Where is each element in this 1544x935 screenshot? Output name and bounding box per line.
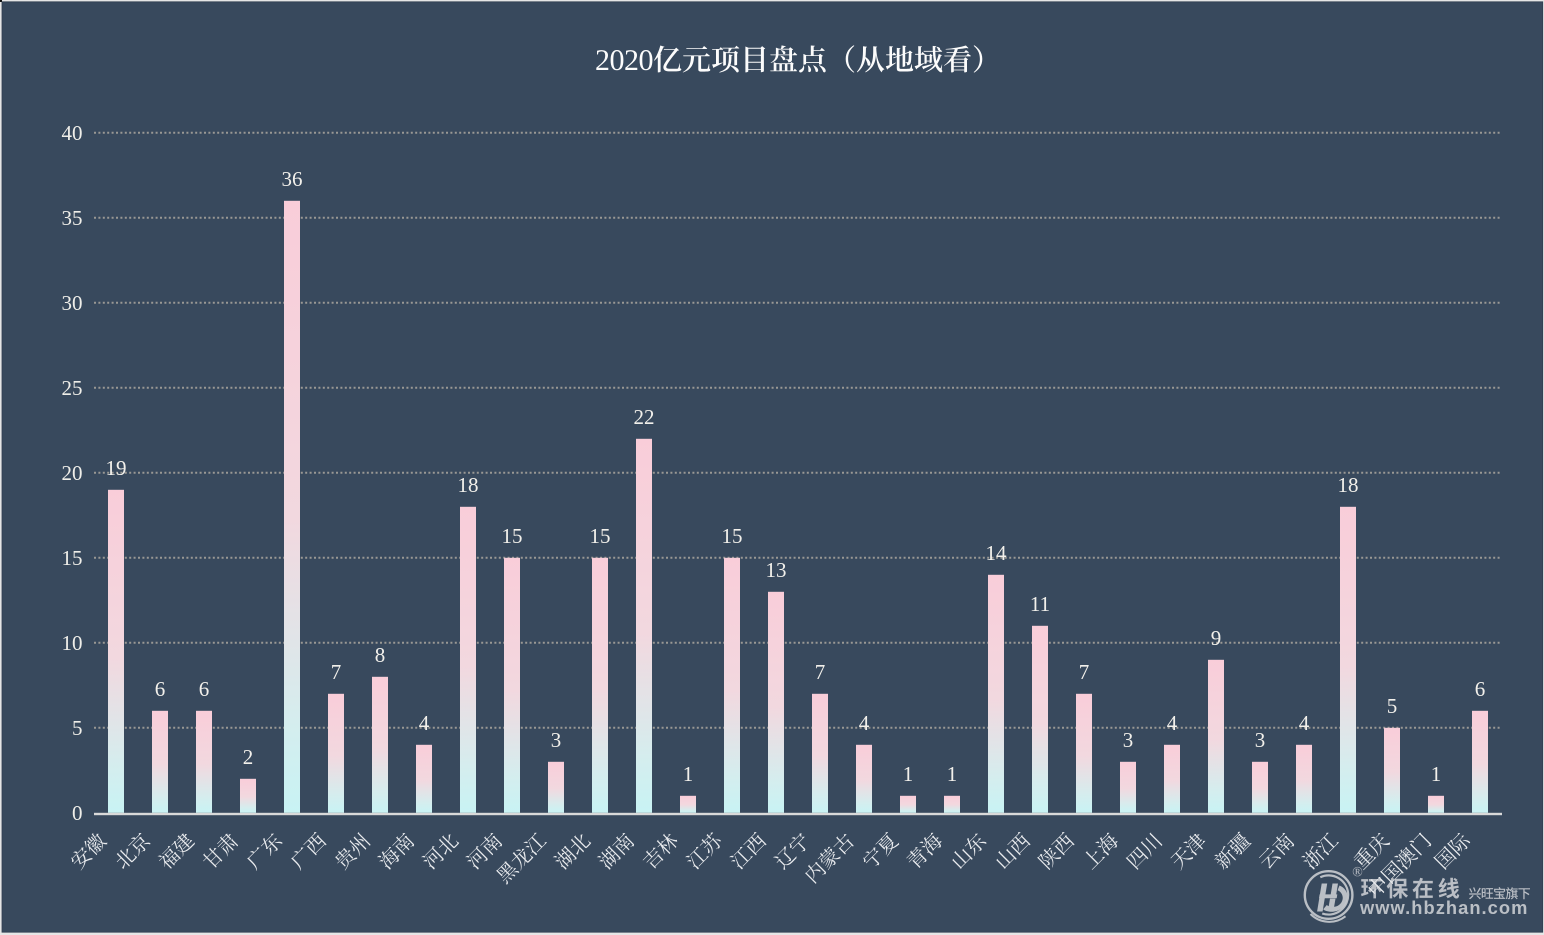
- svg-text:4: 4: [1167, 711, 1178, 735]
- svg-text:18: 18: [458, 473, 479, 497]
- svg-text:15: 15: [502, 524, 523, 548]
- svg-text:www.hbzhan.com: www.hbzhan.com: [1359, 897, 1528, 918]
- svg-text:4: 4: [419, 711, 430, 735]
- svg-text:2: 2: [243, 745, 254, 769]
- svg-text:7: 7: [1079, 660, 1090, 684]
- svg-text:18: 18: [1338, 473, 1359, 497]
- svg-text:6: 6: [1475, 677, 1486, 701]
- svg-text:1: 1: [1431, 762, 1442, 786]
- svg-text:7: 7: [331, 660, 342, 684]
- svg-text:15: 15: [722, 524, 743, 548]
- svg-text:3: 3: [551, 728, 562, 752]
- svg-text:5: 5: [1387, 694, 1398, 718]
- svg-text:22: 22: [634, 405, 655, 429]
- svg-text:36: 36: [282, 167, 303, 191]
- svg-text:35: 35: [62, 206, 83, 230]
- svg-text:15: 15: [590, 524, 611, 548]
- svg-text:20: 20: [62, 461, 83, 485]
- svg-text:7: 7: [815, 660, 826, 684]
- svg-text:1: 1: [683, 762, 694, 786]
- svg-text:8: 8: [375, 643, 386, 667]
- svg-text:6: 6: [155, 677, 166, 701]
- svg-text:6: 6: [199, 677, 210, 701]
- svg-text:3: 3: [1255, 728, 1266, 752]
- svg-text:14: 14: [986, 541, 1008, 565]
- svg-text:1: 1: [947, 762, 958, 786]
- svg-text:30: 30: [62, 291, 83, 315]
- svg-text:13: 13: [766, 558, 787, 582]
- svg-text:3: 3: [1123, 728, 1134, 752]
- svg-text:10: 10: [62, 631, 83, 655]
- svg-text:25: 25: [62, 376, 83, 400]
- svg-text:11: 11: [1030, 592, 1050, 616]
- svg-text:15: 15: [62, 546, 83, 570]
- svg-text:1: 1: [903, 762, 914, 786]
- svg-text:9: 9: [1211, 626, 1222, 650]
- svg-text:19: 19: [106, 456, 127, 480]
- svg-text:5: 5: [72, 716, 83, 740]
- svg-text:4: 4: [1299, 711, 1310, 735]
- svg-text:4: 4: [859, 711, 870, 735]
- svg-text:0: 0: [72, 801, 83, 825]
- svg-text:40: 40: [62, 121, 83, 145]
